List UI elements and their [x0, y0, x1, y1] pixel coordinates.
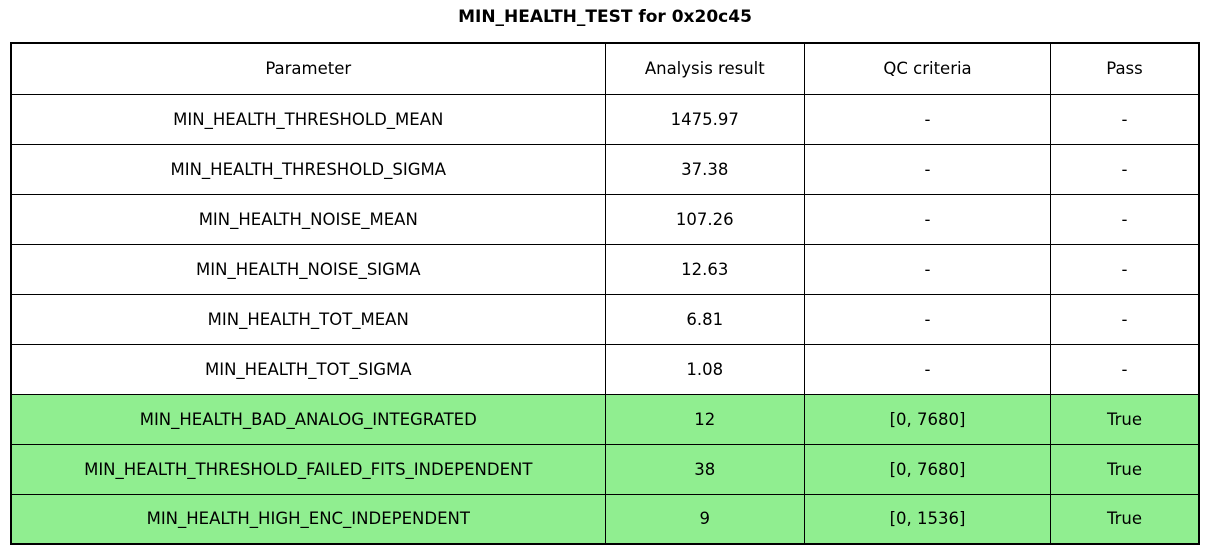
cell-qc: -: [804, 193, 1051, 245]
cell-pass: -: [1049, 293, 1200, 345]
cell-result: 37.38: [604, 143, 806, 195]
cell-result: 1475.97: [604, 93, 806, 145]
cell-qc: -: [804, 93, 1051, 145]
cell-result: 12.63: [604, 243, 806, 295]
table-row: MIN_HEALTH_THRESHOLD_MEAN 1475.97- -: [10, 93, 1200, 145]
cell-parameter: MIN_HEALTH_THRESHOLD_MEAN: [10, 93, 606, 145]
cell-qc: -: [804, 243, 1051, 295]
qc-results-table: Parameter Analysis result QC criteria Pa…: [10, 42, 1200, 545]
cell-pass: True: [1049, 393, 1200, 445]
cell-parameter: MIN_HEALTH_TOT_SIGMA: [10, 343, 606, 395]
cell-result: 6.81: [604, 293, 806, 345]
cell-qc: [0, 7680]: [804, 443, 1051, 495]
cell-result: 107.26: [604, 193, 806, 245]
cell-pass: -: [1049, 243, 1200, 295]
cell-pass: -: [1049, 343, 1200, 395]
table-row: MIN_HEALTH_HIGH_ENC_INDEPENDENT 9 [0, 1536…: [10, 493, 1200, 545]
column-header-parameter: Parameter: [10, 42, 606, 95]
page-title: MIN_HEALTH_TEST for 0x20c45: [458, 7, 752, 27]
cell-pass: True: [1049, 443, 1200, 495]
cell-parameter: MIN_HEALTH_THRESHOLD_FAILED_FITS_INDEPEN…: [10, 443, 606, 495]
table-row: MIN_HEALTH_THRESHOLD_FAILED_FITS_INDEPEN…: [10, 443, 1200, 495]
table-row: MIN_HEALTH_THRESHOLD_SIGMA 37.38- -: [10, 143, 1200, 195]
cell-result: 12: [604, 393, 806, 445]
table-row: MIN_HEALTH_BAD_ANALOG_INTEGRATED 12 [0, 76…: [10, 393, 1200, 445]
column-header-analysis-result: Analysis result: [604, 42, 806, 95]
cell-pass: True: [1049, 493, 1200, 545]
cell-parameter: MIN_HEALTH_NOISE_MEAN: [10, 193, 606, 245]
cell-pass: -: [1049, 93, 1200, 145]
cell-pass: -: [1049, 143, 1200, 195]
cell-qc: -: [804, 293, 1051, 345]
table-row: MIN_HEALTH_NOISE_MEAN 107.26- -: [10, 193, 1200, 245]
column-header-pass: Pass: [1049, 42, 1200, 95]
cell-parameter: MIN_HEALTH_THRESHOLD_SIGMA: [10, 143, 606, 195]
cell-parameter: MIN_HEALTH_NOISE_SIGMA: [10, 243, 606, 295]
cell-qc: [0, 7680]: [804, 393, 1051, 445]
cell-parameter: MIN_HEALTH_TOT_MEAN: [10, 293, 606, 345]
cell-parameter: MIN_HEALTH_HIGH_ENC_INDEPENDENT: [10, 493, 606, 545]
table-row: MIN_HEALTH_TOT_SIGMA 1.08- -: [10, 343, 1200, 395]
cell-qc: [0, 1536]: [804, 493, 1051, 545]
column-header-qc-criteria: QC criteria: [804, 42, 1051, 95]
cell-parameter: MIN_HEALTH_BAD_ANALOG_INTEGRATED: [10, 393, 606, 445]
cell-result: 9: [604, 493, 806, 545]
cell-qc: -: [804, 143, 1051, 195]
table-row: MIN_HEALTH_TOT_MEAN 6.81- -: [10, 293, 1200, 345]
table-row: MIN_HEALTH_NOISE_SIGMA 12.63- -: [10, 243, 1200, 295]
cell-result: 1.08: [604, 343, 806, 395]
cell-pass: -: [1049, 193, 1200, 245]
cell-qc: -: [804, 343, 1051, 395]
cell-result: 38: [604, 443, 806, 495]
table-header-row: Parameter Analysis result QC criteria Pa…: [10, 42, 1200, 95]
